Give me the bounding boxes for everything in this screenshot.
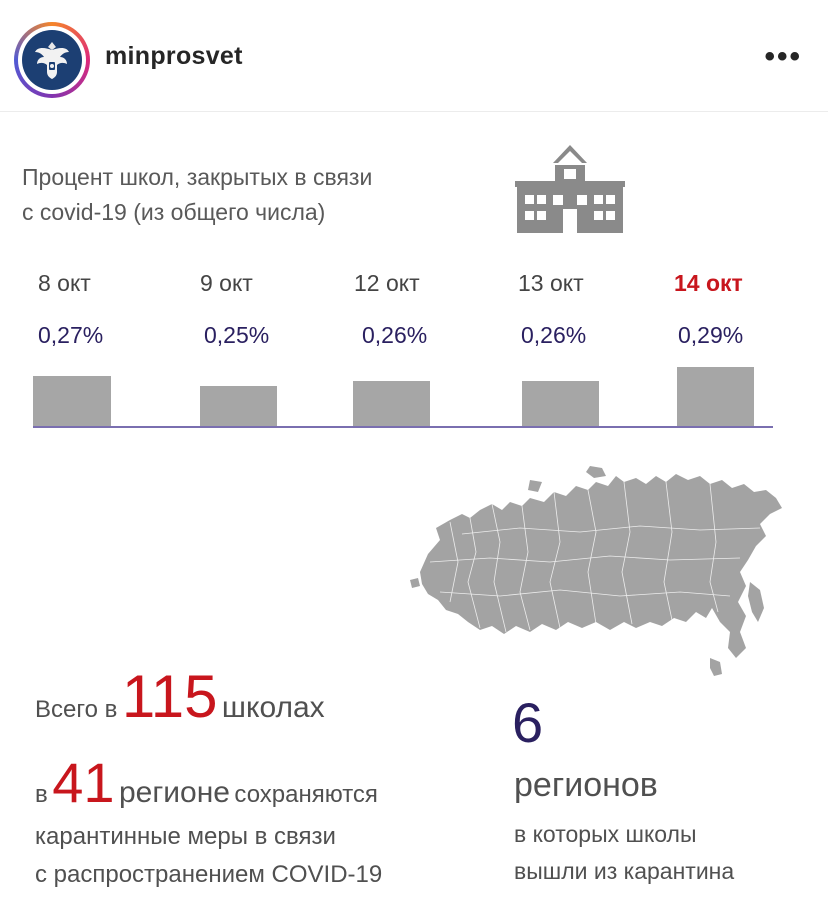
regions-count: 41 <box>52 751 115 814</box>
date-label: 12 окт <box>354 270 420 296</box>
regions-word: регионе <box>118 776 230 809</box>
schools-suffix: школах <box>221 691 325 724</box>
more-options-icon[interactable]: ••• <box>764 40 802 73</box>
regions-tail: сохраняются <box>234 781 378 808</box>
released-line-1: в которых школы <box>514 821 697 847</box>
school-building-icon <box>515 143 625 240</box>
desc-line-1: карантинные меры в связи <box>35 823 336 850</box>
released-description: в которых школы вышли из карантина <box>514 816 734 890</box>
value-label: 0,26% <box>521 322 587 348</box>
russia-map-icon <box>410 462 790 682</box>
infographic-title: Процент школ, закрытых в связи с covid-1… <box>22 160 482 230</box>
coat-of-arms-icon <box>22 30 82 90</box>
value-label: 0,26% <box>362 322 428 348</box>
schools-count-line: Всего в 115 школах <box>35 662 325 731</box>
schools-count: 115 <box>121 663 218 730</box>
bar <box>353 381 430 426</box>
quarantine-description: карантинные меры в связи с распространен… <box>35 818 382 894</box>
schools-prefix: Всего в <box>35 696 118 723</box>
value-label: 0,27% <box>38 322 104 348</box>
desc-line-2: с распространением COVID-19 <box>35 861 383 888</box>
title-line-1: Процент школ, закрытых в связи <box>22 164 373 190</box>
regions-count-line: в 41 регионе сохраняются <box>35 750 378 815</box>
username[interactable]: minprosvet <box>105 42 243 70</box>
regions-prefix: в <box>35 781 48 808</box>
date-label: 14 окт <box>674 270 743 296</box>
value-label: 0,25% <box>204 322 270 348</box>
title-line-2: с covid-19 (из общего числа) <box>22 199 326 225</box>
date-label: 8 окт <box>38 270 91 296</box>
bar <box>522 381 599 426</box>
avatar[interactable] <box>14 22 90 98</box>
bar <box>677 367 754 426</box>
post-header: minprosvet ••• <box>0 0 828 112</box>
date-label: 9 окт <box>200 270 253 296</box>
bar <box>200 386 277 426</box>
date-label: 13 окт <box>518 270 584 296</box>
chart-baseline <box>33 426 773 428</box>
bar <box>33 376 111 426</box>
released-line-2: вышли из карантина <box>514 858 735 884</box>
value-label: 0,29% <box>678 322 744 348</box>
released-regions-count: 6 <box>512 691 544 754</box>
released-regions-word: регионов <box>514 766 658 804</box>
